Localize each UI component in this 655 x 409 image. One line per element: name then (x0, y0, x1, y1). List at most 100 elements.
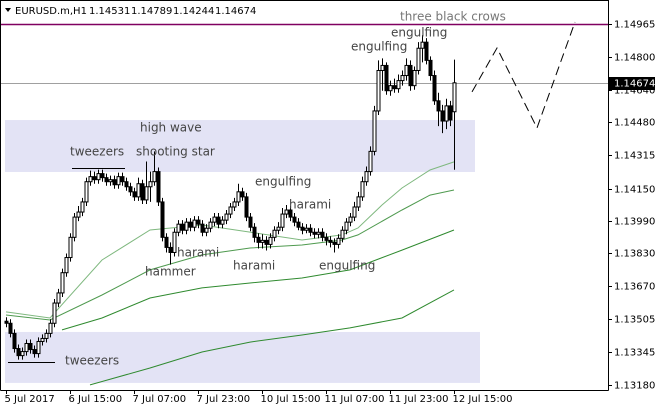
candle-body (436, 100, 441, 112)
candle-body (368, 150, 373, 173)
candle-body (40, 337, 45, 342)
pattern-annotation: three black crows (400, 10, 506, 24)
candle-body (136, 183, 141, 198)
candle-body (152, 171, 157, 183)
candle-body (316, 231, 321, 235)
labels: three black crowsengulfingengulfinghigh … (65, 10, 506, 368)
candle-body (100, 173, 105, 179)
candle-body (236, 191, 241, 203)
x-tick-label: 7 Jul 07:00 (133, 394, 187, 405)
candle-body (148, 181, 153, 188)
candle-body (424, 41, 429, 61)
candle-body (448, 105, 453, 121)
candle-body (344, 221, 349, 231)
zones (5, 120, 480, 383)
y-tick-label: 1.14480 (614, 118, 655, 129)
pattern-zone (5, 331, 480, 383)
y-tick-label: 1.13345 (614, 348, 655, 359)
candle-body (64, 257, 69, 274)
candle-body (60, 272, 65, 294)
candle-body (76, 211, 81, 218)
candle-body (124, 181, 129, 188)
pattern-annotation: tweezers (65, 354, 119, 368)
pattern-annotation: engulfing (351, 40, 407, 54)
y-tick-label: 1.14315 (614, 151, 655, 162)
candle-body (292, 216, 297, 223)
candle-body (348, 216, 353, 223)
candle-body (304, 227, 309, 231)
candle-body (104, 177, 109, 183)
candle-body (360, 181, 365, 198)
header-open: 1.14531 (89, 6, 130, 17)
candle-body (400, 75, 405, 82)
candles (4, 35, 457, 360)
candle-body (228, 206, 233, 215)
current-price-box (609, 77, 655, 90)
candle-body (180, 223, 185, 231)
candle-body (184, 221, 189, 231)
pattern-zone (5, 120, 475, 173)
candle-body (288, 209, 293, 218)
candle-body (272, 229, 277, 238)
y-tick-label: 1.13505 (614, 315, 655, 326)
candle-body (332, 241, 337, 245)
y-tick-label: 1.13990 (614, 217, 655, 228)
x-tick-label: 10 Jul 15:00 (261, 394, 321, 405)
projection-line (471, 21, 576, 130)
moving-average (5, 161, 455, 319)
y-tick-label: 1.14965 (614, 20, 655, 31)
pattern-annotation: harami (289, 198, 331, 212)
candle-body (192, 219, 197, 228)
candle-body (156, 171, 161, 203)
y-tick-label: 1.14800 (614, 53, 655, 64)
candle-body (276, 226, 281, 231)
candle-body (256, 236, 261, 243)
candle-body (16, 348, 21, 357)
pattern-annotation: engulfing (391, 26, 447, 40)
candle-body (120, 176, 125, 183)
pattern-annotation: tweezers (70, 145, 124, 159)
pattern-annotation: harami (177, 246, 219, 260)
menu-arrow-icon[interactable] (5, 8, 11, 12)
candle-body (264, 239, 269, 245)
candle-body (28, 342, 33, 351)
candle-body (8, 322, 13, 334)
x-tick-label: 11 Jul 23:00 (389, 394, 449, 405)
moving-average (89, 289, 455, 386)
moving-average (5, 189, 455, 321)
y-tick-label: 1.14640 (614, 86, 655, 97)
candle-body (376, 69, 381, 112)
candle-body (388, 85, 393, 92)
candle-body (440, 110, 445, 122)
candle-body (132, 191, 137, 198)
x-tick-label: 5 Jul 2017 (5, 394, 55, 405)
candle-body (340, 229, 345, 239)
candle-body (128, 186, 133, 193)
candle-body (244, 196, 249, 218)
candle-body (416, 47, 421, 71)
y-tick-label: 1.14150 (614, 185, 655, 196)
candle-body (260, 239, 265, 243)
candle-body (196, 219, 201, 225)
pattern-annotation: hammer (145, 265, 196, 279)
candle-body (168, 246, 173, 253)
candle-body (88, 176, 93, 183)
candle-body (160, 201, 165, 238)
candle-body (300, 226, 305, 231)
candle-body (20, 351, 25, 357)
candle-body (428, 59, 433, 77)
candle-body (240, 191, 245, 198)
candle-body (320, 231, 325, 238)
candle-body (452, 82, 457, 113)
candle-body (96, 173, 101, 181)
candle-body (352, 206, 357, 218)
candle-body (268, 236, 273, 245)
candle-body (176, 223, 181, 233)
candle-body (92, 176, 97, 181)
candle-body (380, 64, 385, 71)
candle-body (396, 80, 401, 90)
candle-body (200, 223, 205, 233)
